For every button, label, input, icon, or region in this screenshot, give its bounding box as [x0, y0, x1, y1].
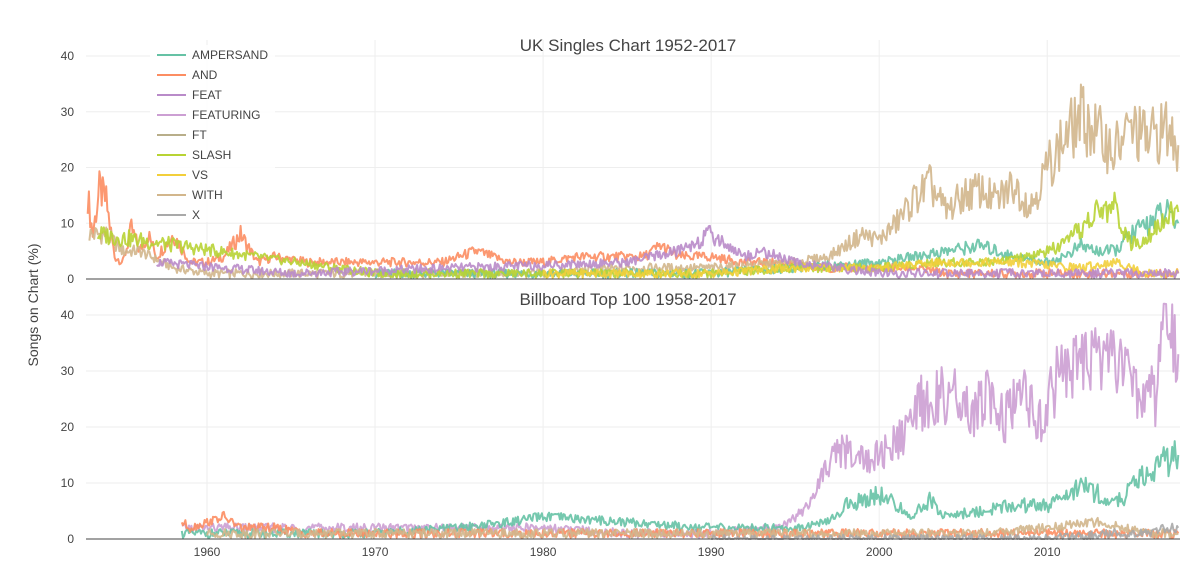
x-tick-label: 2010 [1034, 545, 1061, 559]
panel-title: Billboard Top 100 1958-2017 [519, 290, 736, 309]
uk-singles-panel: 0 10 20 30 40 UK Singles Chart 1952-2017 [61, 36, 1180, 286]
legend-label: X [192, 208, 200, 222]
x-tick-label: 1970 [362, 545, 389, 559]
legend-item-slash[interactable]: SLASH [157, 148, 231, 162]
y-tick-label: 20 [61, 420, 75, 434]
legend-label: VS [192, 168, 208, 182]
legend-item-x[interactable]: X [157, 208, 200, 222]
y-tick-label: 0 [67, 532, 74, 546]
legend-item-with[interactable]: WITH [157, 188, 223, 202]
y-tick-label: 10 [61, 216, 75, 230]
y-tick-label: 40 [61, 49, 75, 63]
y-tick-label: 0 [67, 272, 74, 286]
legend[interactable]: AMPERSAND AND FEAT FEATURING FT SLASH VS WITH X [150, 45, 275, 222]
legend-label: FT [192, 128, 207, 142]
y-tick-label: 40 [61, 308, 75, 322]
legend-label: WITH [192, 188, 223, 202]
legend-item-feat[interactable]: FEAT [157, 88, 222, 102]
legend-label: AMPERSAND [192, 48, 268, 62]
y-tick-label: 30 [61, 105, 75, 119]
y-tick-label: 30 [61, 364, 75, 378]
legend-label: FEATURING [192, 108, 260, 122]
legend-label: AND [192, 68, 218, 82]
x-tick-label: 1990 [698, 545, 725, 559]
series-line-with [88, 83, 1180, 279]
legend-item-and[interactable]: AND [157, 68, 218, 82]
panel-title: UK Singles Chart 1952-2017 [520, 36, 736, 55]
legend-label: SLASH [192, 148, 231, 162]
series-line-with [206, 516, 1179, 539]
y-axis-label: Songs on Chart (%) [25, 244, 41, 367]
legend-label: FEAT [192, 88, 222, 102]
series-line-feat [156, 224, 1180, 279]
series-line-featuring [181, 302, 1180, 539]
legend-item-ft[interactable]: FT [157, 128, 207, 142]
x-tick-label: 2000 [866, 545, 893, 559]
legend-item-featuring[interactable]: FEATURING [157, 108, 260, 122]
y-tick-label: 20 [61, 161, 75, 175]
billboard-panel: 0 10 20 30 40 Billboard Top 100 1958-2017 1960… [61, 290, 1180, 559]
x-tick-label: 1960 [194, 545, 221, 559]
series-line-ampersand [180, 440, 1180, 539]
x-tick-label: 1980 [530, 545, 557, 559]
legend-item-ampersand[interactable]: AMPERSAND [157, 48, 268, 62]
legend-item-vs[interactable]: VS [157, 168, 208, 182]
y-tick-label: 10 [61, 476, 75, 490]
